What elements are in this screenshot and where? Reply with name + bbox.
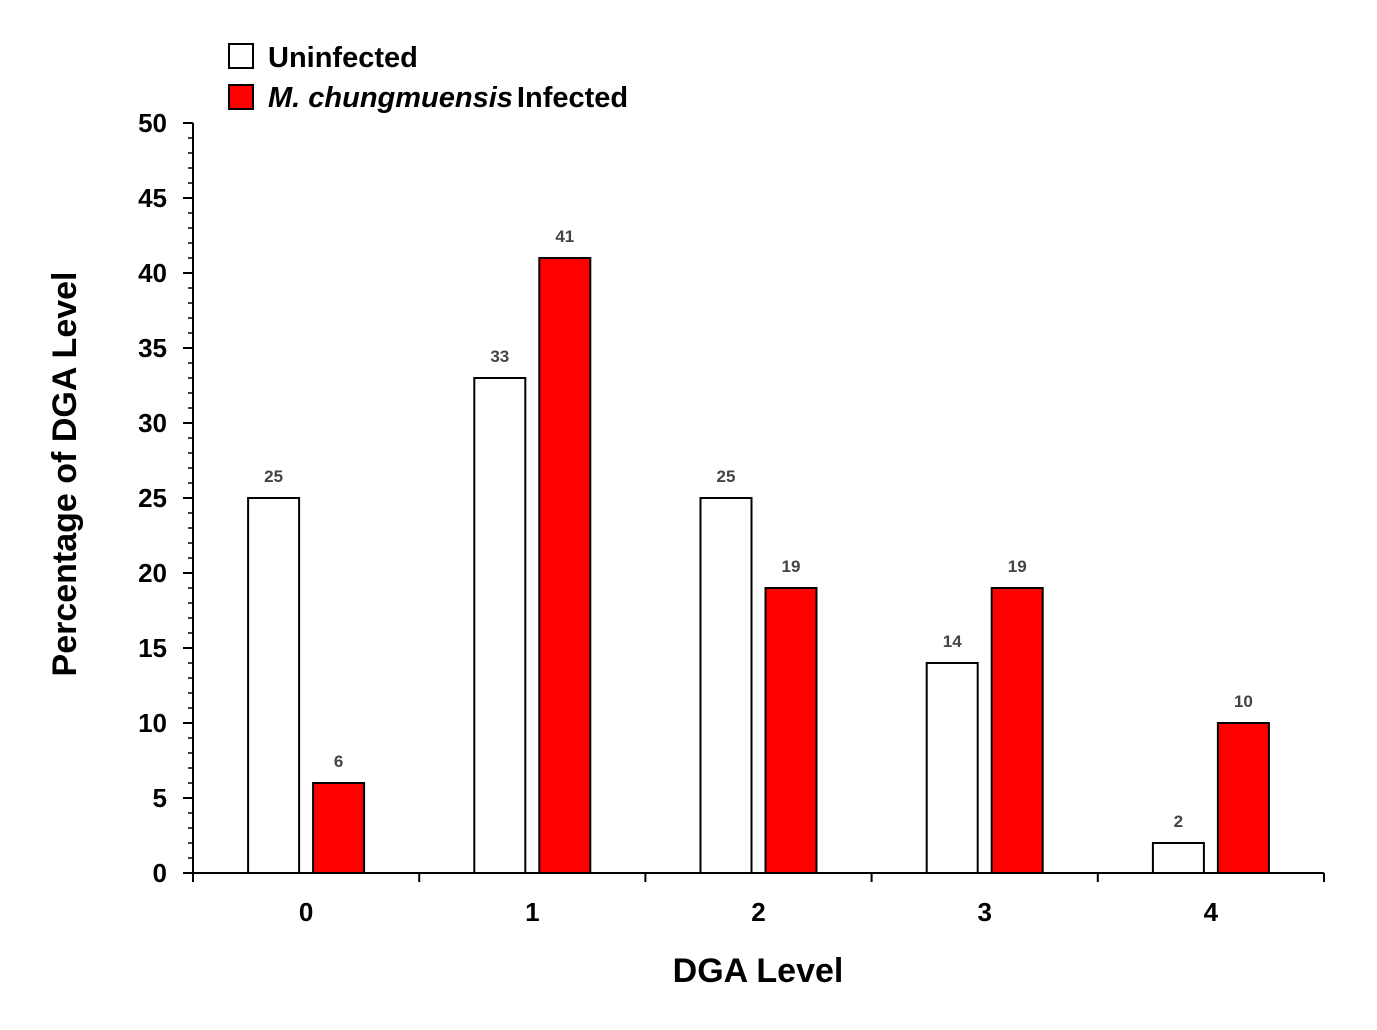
y-tick-label: 25 bbox=[138, 483, 167, 513]
legend-label-infected-rest: Infected bbox=[517, 82, 628, 114]
data-label: 19 bbox=[782, 557, 801, 576]
legend-swatch-uninfected bbox=[228, 43, 254, 69]
bar-1-4 bbox=[1216, 722, 1270, 874]
data-label: 2 bbox=[1174, 812, 1183, 831]
data-label: 25 bbox=[717, 467, 736, 486]
data-label: 19 bbox=[1008, 557, 1027, 576]
bar-1-1 bbox=[538, 257, 592, 874]
data-labels: 25 33 25 14 2 6 41 19 19 10 bbox=[264, 227, 1253, 831]
bar-1-2 bbox=[764, 587, 818, 874]
legend-label-infected-italic: M. chungmuensis bbox=[268, 82, 513, 114]
x-tick-label: 2 bbox=[751, 897, 765, 927]
bars bbox=[247, 257, 1270, 874]
y-tick-label: 20 bbox=[138, 558, 167, 588]
y-tick-label: 35 bbox=[138, 333, 167, 363]
bar-0-3 bbox=[925, 662, 979, 874]
data-label: 25 bbox=[264, 467, 283, 486]
y-tick-label: 30 bbox=[138, 408, 167, 438]
bar-0-2 bbox=[699, 497, 753, 874]
legend-label-uninfected: Uninfected bbox=[268, 42, 418, 74]
y-tick-label: 15 bbox=[138, 633, 167, 663]
data-label: 6 bbox=[334, 752, 343, 771]
y-tick-label: 0 bbox=[153, 858, 167, 888]
legend: Uninfected M. chungmuensis Infected bbox=[228, 42, 628, 114]
y-tick-label: 10 bbox=[138, 708, 167, 738]
x-tick-label: 3 bbox=[977, 897, 991, 927]
x-tick-label: 1 bbox=[525, 897, 539, 927]
bar-0-1 bbox=[473, 377, 527, 874]
x-axis-title: DGA Level bbox=[673, 952, 844, 990]
data-label: 41 bbox=[555, 227, 574, 246]
x-tick-label: 4 bbox=[1204, 897, 1219, 927]
data-label: 10 bbox=[1234, 692, 1253, 711]
bar-0-0 bbox=[247, 497, 301, 874]
y-tick-label: 40 bbox=[138, 258, 167, 288]
y-ticks: 0 5 10 15 20 25 30 35 40 45 50 bbox=[138, 108, 193, 888]
bar-1-3 bbox=[990, 587, 1044, 874]
y-tick-label: 5 bbox=[153, 783, 167, 813]
x-tick-label: 0 bbox=[299, 897, 313, 927]
legend-label-infected: M. chungmuensis Infected bbox=[268, 82, 628, 114]
bar-0-4 bbox=[1151, 842, 1205, 874]
y-tick-label: 45 bbox=[138, 183, 167, 213]
data-label: 14 bbox=[943, 632, 962, 651]
axes bbox=[192, 123, 1324, 874]
y-tick-label: 50 bbox=[138, 108, 167, 138]
bar-1-0 bbox=[312, 782, 366, 874]
data-label: 33 bbox=[490, 347, 509, 366]
legend-swatch-infected bbox=[228, 84, 254, 110]
x-ticks: 0 1 2 3 4 bbox=[192, 873, 1325, 927]
y-axis-title: Percentage of DGA Level bbox=[46, 272, 84, 677]
